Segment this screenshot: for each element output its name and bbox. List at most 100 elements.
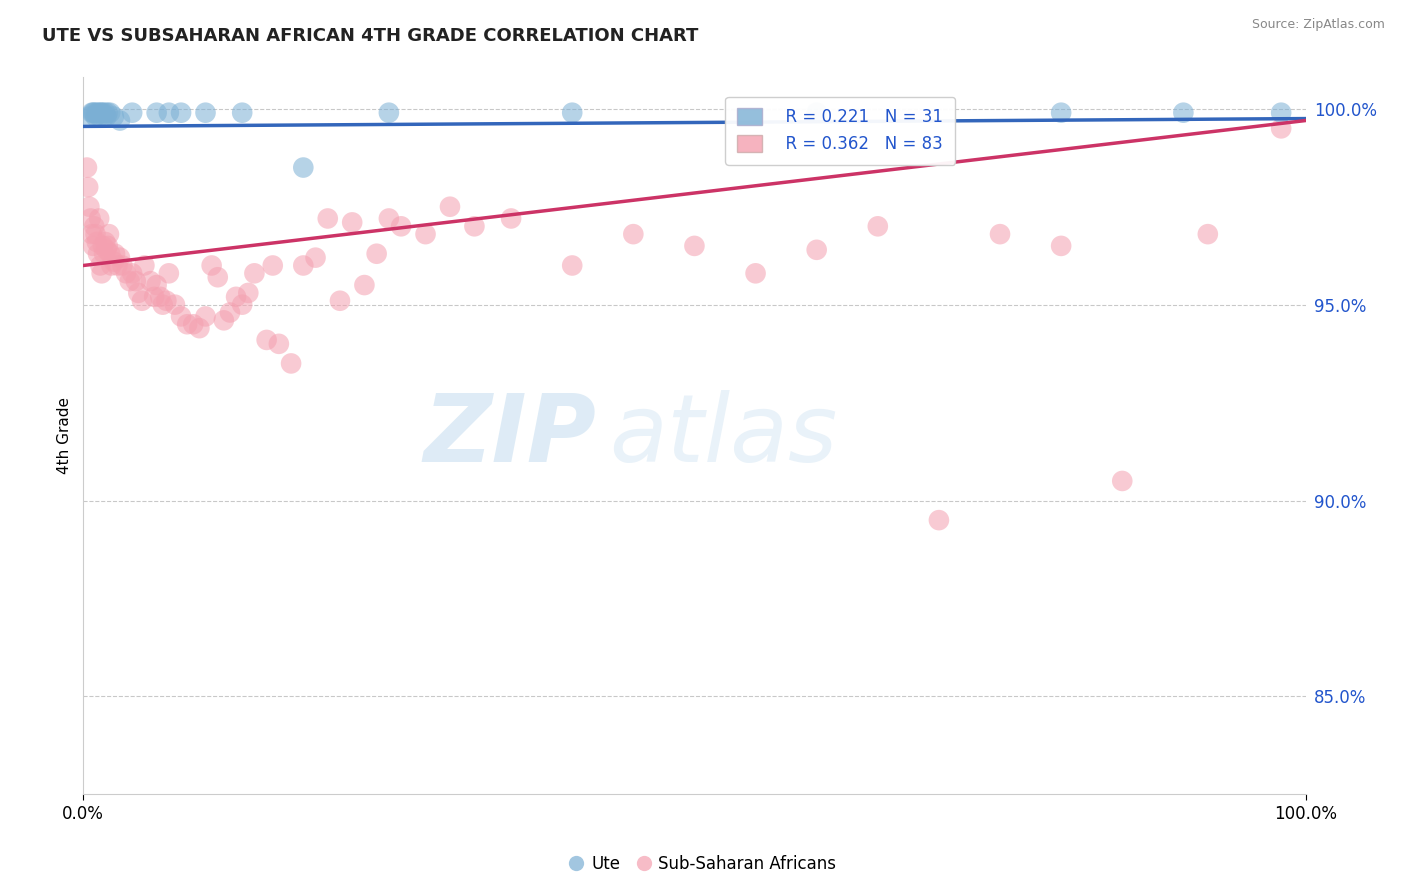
Point [149, 290, 172, 304]
Point [97, 227, 120, 241]
Point [389, 219, 412, 234]
Point [145, 105, 167, 120]
Point [89, 105, 111, 120]
Point [1050, 239, 1073, 253]
Point [134, 259, 156, 273]
Legend: Ute, Sub-Saharan Africans: Ute, Sub-Saharan Africans [562, 848, 844, 880]
Text: Source: ZipAtlas.com: Source: ZipAtlas.com [1251, 18, 1385, 31]
Point [1173, 105, 1195, 120]
Point [104, 246, 127, 260]
Point [86, 105, 108, 120]
Point [267, 336, 290, 351]
Point [157, 105, 180, 120]
Point [103, 110, 125, 124]
Point [806, 243, 828, 257]
Point [1197, 227, 1219, 241]
Point [127, 285, 149, 300]
Point [79, 200, 101, 214]
Point [80, 105, 103, 120]
Point [93, 246, 115, 260]
Point [111, 259, 134, 273]
Point [139, 274, 162, 288]
Point [90, 266, 112, 280]
Point [1270, 105, 1292, 120]
Point [683, 239, 706, 253]
Point [415, 227, 437, 241]
Point [262, 259, 284, 273]
Point [316, 211, 339, 226]
Point [96, 110, 118, 124]
Point [76, 161, 98, 175]
Point [89, 211, 111, 226]
Point [378, 105, 401, 120]
Point [170, 310, 193, 324]
Point [201, 259, 224, 273]
Point [561, 105, 583, 120]
Point [292, 161, 315, 175]
Point [87, 246, 110, 260]
Point [439, 200, 461, 214]
Point [83, 105, 105, 120]
Point [89, 110, 111, 124]
Point [80, 227, 103, 241]
Point [353, 278, 375, 293]
Point [108, 251, 131, 265]
Point [118, 274, 141, 288]
Y-axis label: 4th Grade: 4th Grade [58, 398, 72, 475]
Text: ZIP: ZIP [423, 390, 596, 482]
Point [928, 513, 950, 527]
Point [988, 227, 1011, 241]
Point [231, 105, 253, 120]
Point [91, 105, 114, 120]
Point [121, 266, 143, 280]
Text: atlas: atlas [609, 391, 837, 482]
Point [96, 243, 118, 257]
Text: UTE VS SUBSAHARAN AFRICAN 4TH GRADE CORRELATION CHART: UTE VS SUBSAHARAN AFRICAN 4TH GRADE CORR… [42, 27, 699, 45]
Point [89, 259, 111, 273]
Point [231, 298, 253, 312]
Point [77, 180, 100, 194]
Point [131, 293, 153, 308]
Point [463, 219, 485, 234]
Point [207, 270, 229, 285]
Point [866, 219, 889, 234]
Point [561, 259, 583, 273]
Point [194, 310, 217, 324]
Point [90, 105, 112, 120]
Point [98, 105, 121, 120]
Point [340, 215, 363, 229]
Point [91, 239, 114, 253]
Point [103, 254, 125, 268]
Point [378, 211, 401, 226]
Point [621, 227, 644, 241]
Point [1111, 474, 1133, 488]
Point [93, 110, 115, 124]
Point [1270, 121, 1292, 136]
Point [86, 235, 108, 249]
Point [152, 298, 174, 312]
Point [115, 266, 138, 280]
Point [84, 110, 107, 124]
Point [143, 290, 166, 304]
Point [87, 105, 110, 120]
Point [280, 356, 302, 370]
Point [100, 259, 122, 273]
Point [366, 246, 388, 260]
Point [84, 227, 107, 241]
Point [145, 278, 167, 293]
Point [94, 235, 117, 249]
Point [79, 110, 101, 124]
Point [744, 266, 766, 280]
Point [806, 105, 828, 120]
Point [181, 318, 204, 332]
Point [163, 298, 186, 312]
Point [243, 266, 266, 280]
Point [94, 105, 117, 120]
Point [304, 251, 326, 265]
Point [238, 285, 260, 300]
Point [121, 105, 143, 120]
Point [125, 274, 148, 288]
Point [79, 211, 101, 226]
Point [157, 266, 180, 280]
Point [225, 290, 247, 304]
